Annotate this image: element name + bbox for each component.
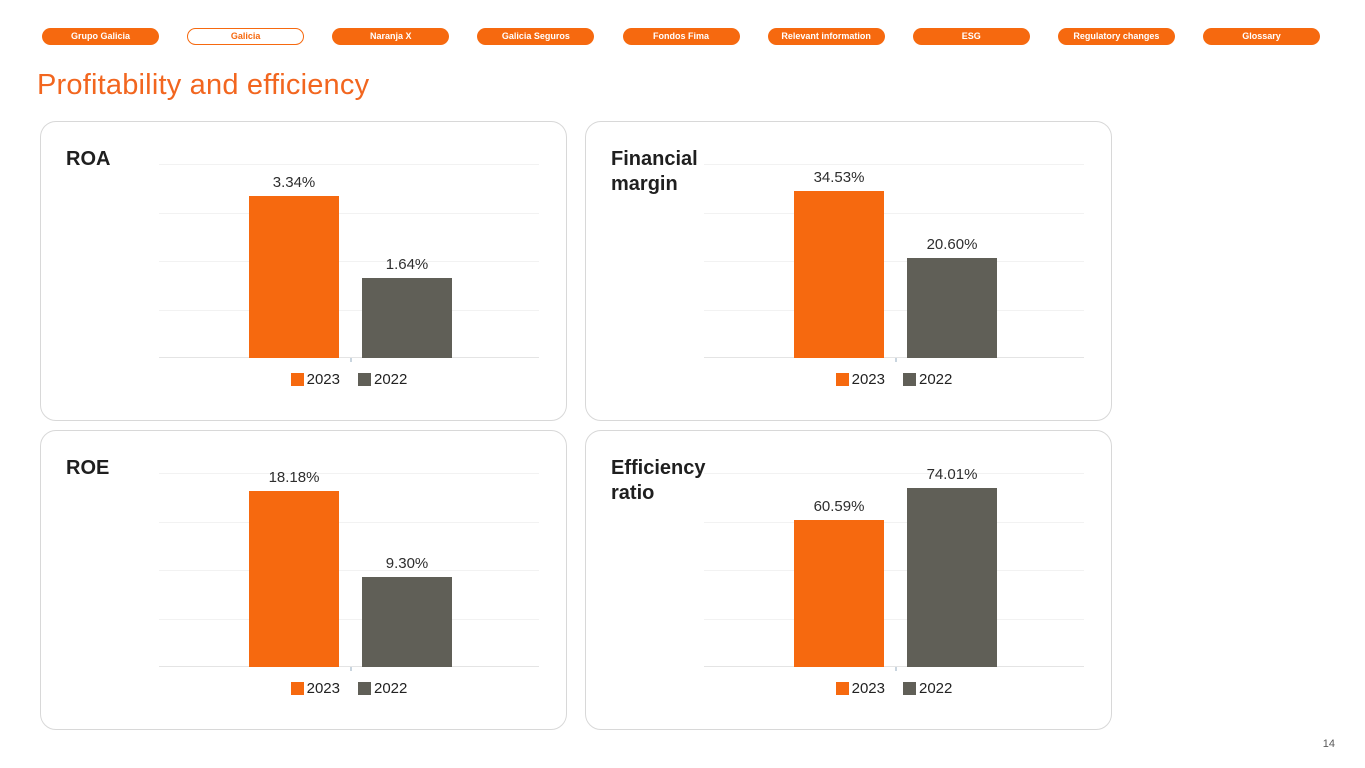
chart-title: Financial margin <box>611 148 698 195</box>
legend-label: 2022 <box>374 680 408 697</box>
plot-area: 60.59% 74.01% <box>704 466 1084 671</box>
bar-2022 <box>362 278 452 358</box>
gridline <box>159 521 539 523</box>
legend-swatch <box>290 373 304 386</box>
nav-tab-grupo-galicia[interactable]: Grupo Galicia <box>42 28 159 45</box>
gridline <box>159 212 539 214</box>
plot-area: 34.53% 20.60% <box>704 164 1084 362</box>
legend-label: 2023 <box>851 680 885 697</box>
legend-swatch <box>903 373 916 386</box>
gridline <box>159 473 539 474</box>
legend: 2023 2022 <box>704 371 1084 388</box>
bar-value-label: 9.30% <box>385 555 429 572</box>
bar-value-label: 34.53% <box>813 169 865 186</box>
legend-swatch <box>903 682 916 695</box>
chart-card-roe: ROE 18.18% 9.30% 2023 2022 <box>40 430 567 730</box>
legend-item-2023: 2023 <box>290 371 340 388</box>
bar-2023 <box>794 520 884 667</box>
cards-grid: ROA 3.34% 1.64% 2023 2022 Financial margin 34.… <box>40 121 1112 730</box>
chart-card-financial-margin: Financial margin 34.53% 20.60% 2023 2022 <box>585 121 1112 421</box>
bar-2022 <box>362 577 452 667</box>
page-number: 14 <box>1322 738 1335 750</box>
bar-2023 <box>794 191 884 358</box>
axis-tick <box>350 358 352 362</box>
legend-item-2022: 2022 <box>358 371 407 388</box>
legend-label: 2023 <box>306 680 340 697</box>
gridline <box>704 570 1084 571</box>
chart-title: ROA <box>66 148 111 170</box>
chart-card-roa: ROA 3.34% 1.64% 2023 2022 <box>40 121 567 421</box>
bar-2022 <box>907 488 997 667</box>
legend-label: 2023 <box>851 371 885 388</box>
legend-item-2023: 2023 <box>835 680 885 697</box>
legend-item-2023: 2023 <box>835 371 885 388</box>
bar-value-label: 74.01% <box>926 466 978 483</box>
gridline <box>704 261 1084 262</box>
legend-swatch <box>290 682 304 695</box>
nav-tab-naranja-x[interactable]: Naranja X <box>332 28 450 45</box>
legend-swatch <box>835 682 849 695</box>
plot-area: 3.34% 1.64% <box>159 164 539 362</box>
legend-item-2022: 2022 <box>903 371 952 388</box>
chart-title: ROE <box>66 457 110 479</box>
gridline <box>704 357 1084 358</box>
bar-2023 <box>249 491 339 667</box>
gridline <box>704 212 1084 214</box>
gridline <box>159 618 539 620</box>
nav-tab-glossary[interactable]: Glossary <box>1203 28 1320 45</box>
bar-2022 <box>907 258 997 358</box>
legend-item-2022: 2022 <box>903 680 952 697</box>
gridline <box>704 618 1084 620</box>
gridline <box>159 570 539 571</box>
chart-card-efficiency-ratio: Efficiency ratio 60.59% 74.01% 2023 2022 <box>585 430 1112 730</box>
nav-tab-galicia[interactable]: Galicia <box>187 28 305 45</box>
bar-2023 <box>249 196 339 358</box>
legend-swatch <box>358 682 371 695</box>
legend: 2023 2022 <box>159 371 539 388</box>
bar-value-label: 3.34% <box>272 174 316 191</box>
axis-tick <box>895 667 897 671</box>
legend-item-2022: 2022 <box>358 680 407 697</box>
plot-area: 18.18% 9.30% <box>159 469 539 671</box>
bar-value-label: 18.18% <box>268 469 320 486</box>
gridline <box>159 164 539 165</box>
legend-item-2023: 2023 <box>290 680 340 697</box>
legend-label: 2023 <box>306 371 340 388</box>
legend-label: 2022 <box>919 371 953 388</box>
top-nav: Grupo Galicia Galicia Naranja X Galicia Seg… <box>42 28 1320 45</box>
gridline <box>704 309 1084 311</box>
legend-label: 2022 <box>919 680 953 697</box>
gridline <box>159 261 539 262</box>
legend: 2023 2022 <box>159 680 539 697</box>
legend: 2023 2022 <box>704 680 1084 697</box>
gridline <box>704 473 1084 474</box>
axis-tick <box>350 667 352 671</box>
gridline <box>159 666 539 667</box>
nav-tab-regulatory-changes[interactable]: Regulatory changes <box>1057 28 1175 45</box>
gridline <box>159 357 539 358</box>
legend-swatch <box>835 373 849 386</box>
bar-value-label: 20.60% <box>926 236 978 253</box>
nav-tab-relevant-information[interactable]: Relevant information <box>767 28 885 45</box>
gridline <box>704 521 1084 523</box>
legend-label: 2022 <box>374 371 408 388</box>
page-title: Profitability and efficiency <box>37 69 370 101</box>
nav-tab-esg[interactable]: ESG <box>912 28 1030 45</box>
bar-value-label: 60.59% <box>813 498 865 515</box>
legend-swatch <box>358 373 371 386</box>
gridline <box>159 309 539 311</box>
chart-title: Efficiency ratio <box>611 457 706 504</box>
nav-tab-galicia-seguros[interactable]: Galicia Seguros <box>477 28 595 45</box>
gridline <box>704 164 1084 165</box>
nav-tab-fondos-fima[interactable]: Fondos Fima <box>622 28 740 45</box>
axis-tick <box>895 358 897 362</box>
bar-value-label: 1.64% <box>385 256 429 273</box>
gridline <box>704 666 1084 667</box>
